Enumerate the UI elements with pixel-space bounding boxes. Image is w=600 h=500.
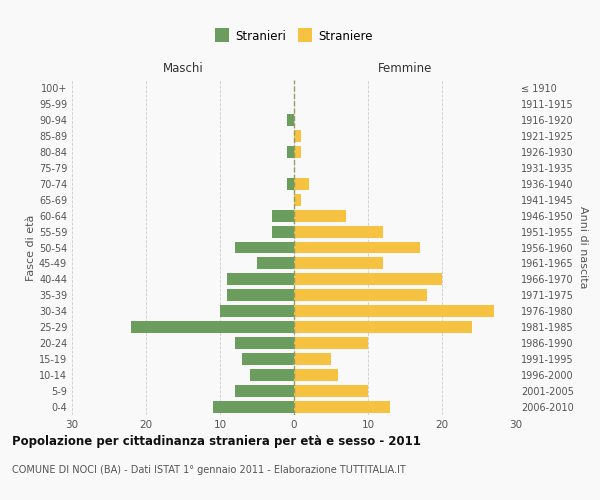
Bar — [212, 401, 294, 413]
Bar — [294, 210, 346, 222]
Bar — [294, 401, 390, 413]
Bar — [294, 322, 472, 333]
Bar — [250, 369, 294, 381]
Bar — [294, 226, 383, 237]
Bar — [294, 130, 301, 142]
Bar — [220, 306, 294, 318]
Bar — [294, 146, 301, 158]
Bar — [294, 242, 420, 254]
Bar — [294, 274, 442, 285]
Bar — [287, 114, 294, 126]
Bar — [294, 369, 338, 381]
Legend: Stranieri, Straniere: Stranieri, Straniere — [211, 26, 377, 48]
Bar — [272, 210, 294, 222]
Bar — [131, 322, 294, 333]
Bar — [294, 290, 427, 302]
Bar — [235, 385, 294, 397]
Bar — [294, 194, 301, 205]
Bar — [287, 178, 294, 190]
Text: Popolazione per cittadinanza straniera per età e sesso - 2011: Popolazione per cittadinanza straniera p… — [12, 435, 421, 448]
Bar — [227, 274, 294, 285]
Bar — [294, 353, 331, 365]
Bar — [235, 242, 294, 254]
Y-axis label: Fasce di età: Fasce di età — [26, 214, 36, 280]
Bar — [294, 385, 368, 397]
Bar — [242, 353, 294, 365]
Bar — [294, 337, 368, 349]
Bar — [294, 258, 383, 270]
Y-axis label: Anni di nascita: Anni di nascita — [578, 206, 587, 289]
Bar — [294, 178, 309, 190]
Bar — [272, 226, 294, 237]
Bar — [294, 306, 494, 318]
Bar — [287, 146, 294, 158]
Bar — [235, 337, 294, 349]
Text: COMUNE DI NOCI (BA) - Dati ISTAT 1° gennaio 2011 - Elaborazione TUTTITALIA.IT: COMUNE DI NOCI (BA) - Dati ISTAT 1° genn… — [12, 465, 406, 475]
Bar — [257, 258, 294, 270]
Text: Femmine: Femmine — [378, 62, 432, 75]
Text: Maschi: Maschi — [163, 62, 203, 75]
Bar — [227, 290, 294, 302]
